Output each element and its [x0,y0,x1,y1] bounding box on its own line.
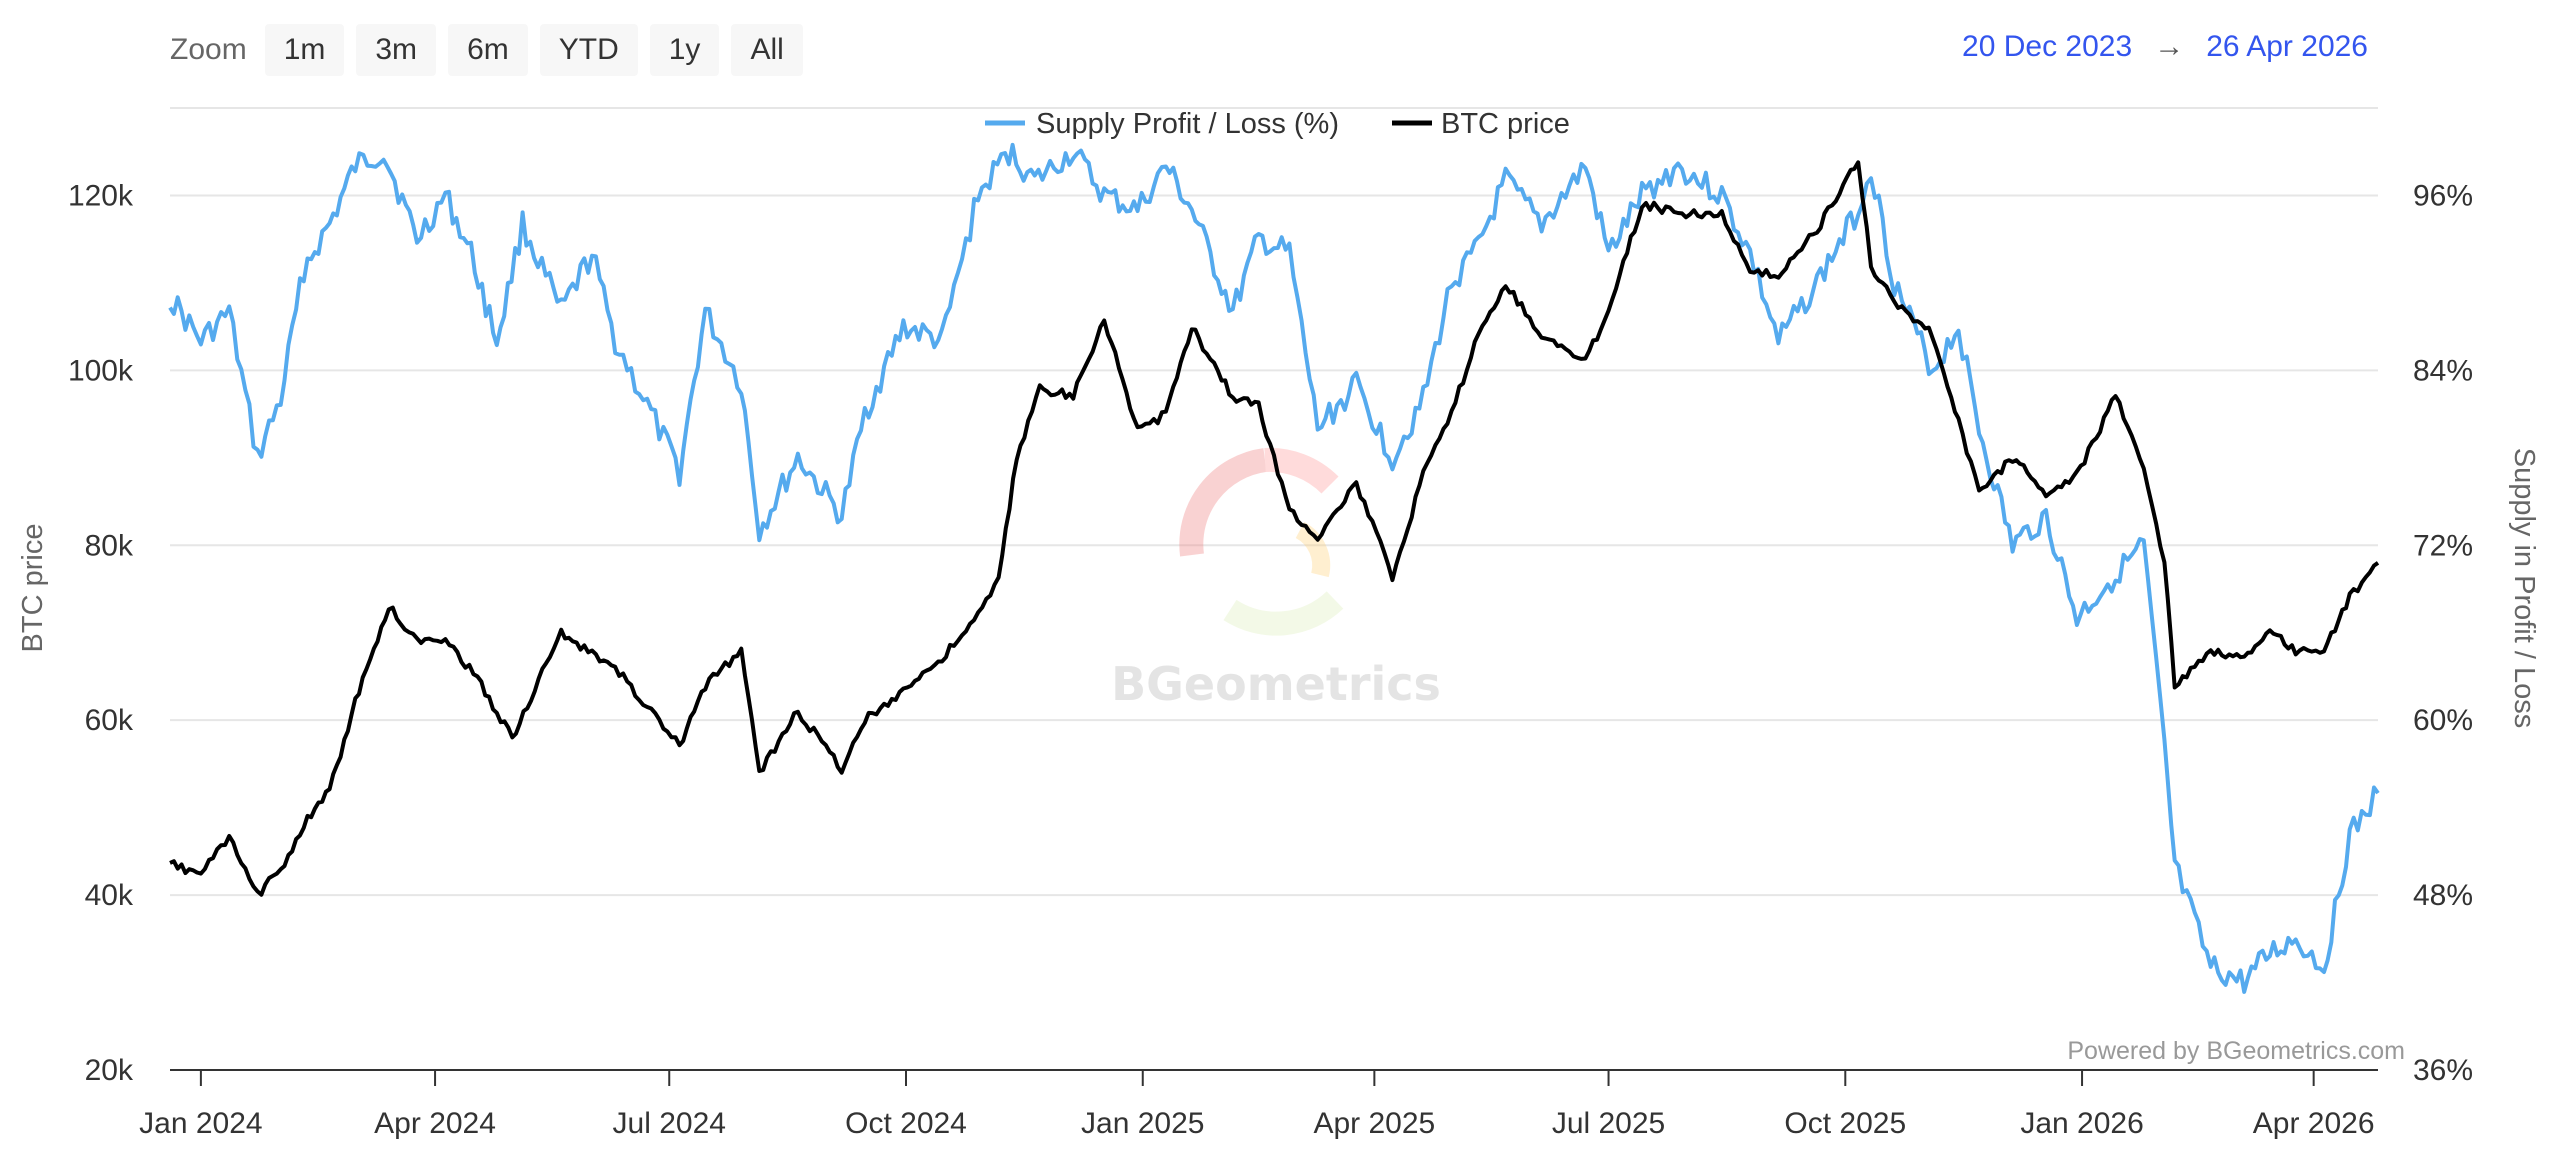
zoom-1m-button[interactable]: 1m [264,24,345,76]
y-left-tick-label: 20k [85,1054,134,1087]
zoom-1y-button[interactable]: 1y [649,24,720,76]
series-line [168,142,2380,994]
zoom-label: Zoom [170,33,247,66]
zoom-6m-button[interactable]: 6m [448,24,528,76]
btc-price-series [169,160,2380,897]
y-right-tick-label: 84% [2413,354,2473,387]
legend: Supply Profit / Loss (%) BTC price [985,108,1570,140]
x-tick-label: Jul 2024 [613,1107,726,1140]
range-start-date[interactable]: 20 Dec 2023 [1962,30,2133,63]
x-tick-label: Jan 2025 [1081,1107,1204,1140]
x-tick-label: Apr 2024 [374,1107,496,1140]
x-tick-label: Apr 2026 [2253,1107,2375,1140]
legend-item-price[interactable]: BTC price [1392,108,1570,140]
y-left-tick-label: 80k [85,529,134,562]
legend-label-supply: Supply Profit / Loss (%) [1036,108,1339,140]
bgeometrics-logo-icon [1179,447,1344,636]
watermark-text: BGeometrics [1111,657,1441,711]
zoom-ytd-button[interactable]: YTD [539,24,638,76]
y-left-tick-label: 60k [85,704,134,737]
legend-item-supply[interactable]: Supply Profit / Loss (%) [985,108,1339,140]
y-right-tick-label: 96% [2413,179,2473,212]
range-end-date[interactable]: 26 Apr 2026 [2206,30,2368,63]
y-axis-right: 36% 48% 60% 72% 84% 96% [2413,179,2473,1087]
date-range-selector: 20 Dec 2023 → 26 Apr 2026 [1962,30,2368,64]
series-line [169,160,2380,897]
range-arrow-icon: → [2154,30,2185,63]
zoom-all-button[interactable]: All [731,24,803,76]
credits-link[interactable]: Powered by BGeometrics.com [2067,1037,2405,1065]
x-tick-label: Jul 2025 [1552,1107,1665,1140]
x-axis: Jan 2024 Apr 2024 Jul 2024 Oct 2024 Jan 2025… [139,1069,2378,1140]
watermark: BGeometrics [1111,447,1441,711]
supply-profit-loss-series [168,142,2380,994]
y-axis-right-title: Supply in Profit / Loss [2508,448,2540,728]
y-right-tick-label: 60% [2413,704,2473,737]
y-axis-left: 20k 40k 60k 80k 100k 120k [68,179,134,1087]
y-right-tick-label: 48% [2413,879,2473,912]
x-tick-label: Oct 2024 [845,1107,967,1140]
y-axis-left-title: BTC price [17,524,49,653]
grid-lines [170,107,2378,897]
x-tick-label: Apr 2025 [1313,1107,1435,1140]
y-left-tick-label: 100k [68,354,134,387]
x-tick-label: Jan 2024 [139,1107,262,1140]
x-tick-label: Oct 2025 [1784,1107,1906,1140]
y-left-tick-label: 40k [85,879,134,912]
y-left-tick-label: 120k [68,179,134,212]
y-right-tick-label: 72% [2413,529,2473,562]
legend-label-price: BTC price [1441,108,1570,140]
x-tick-label: Jan 2026 [2020,1107,2143,1140]
zoom-3m-button[interactable]: 3m [356,24,437,76]
zoom-toolbar: Zoom 1m 3m 6m YTD 1y All [170,24,815,76]
y-right-tick-label: 36% [2413,1054,2473,1087]
